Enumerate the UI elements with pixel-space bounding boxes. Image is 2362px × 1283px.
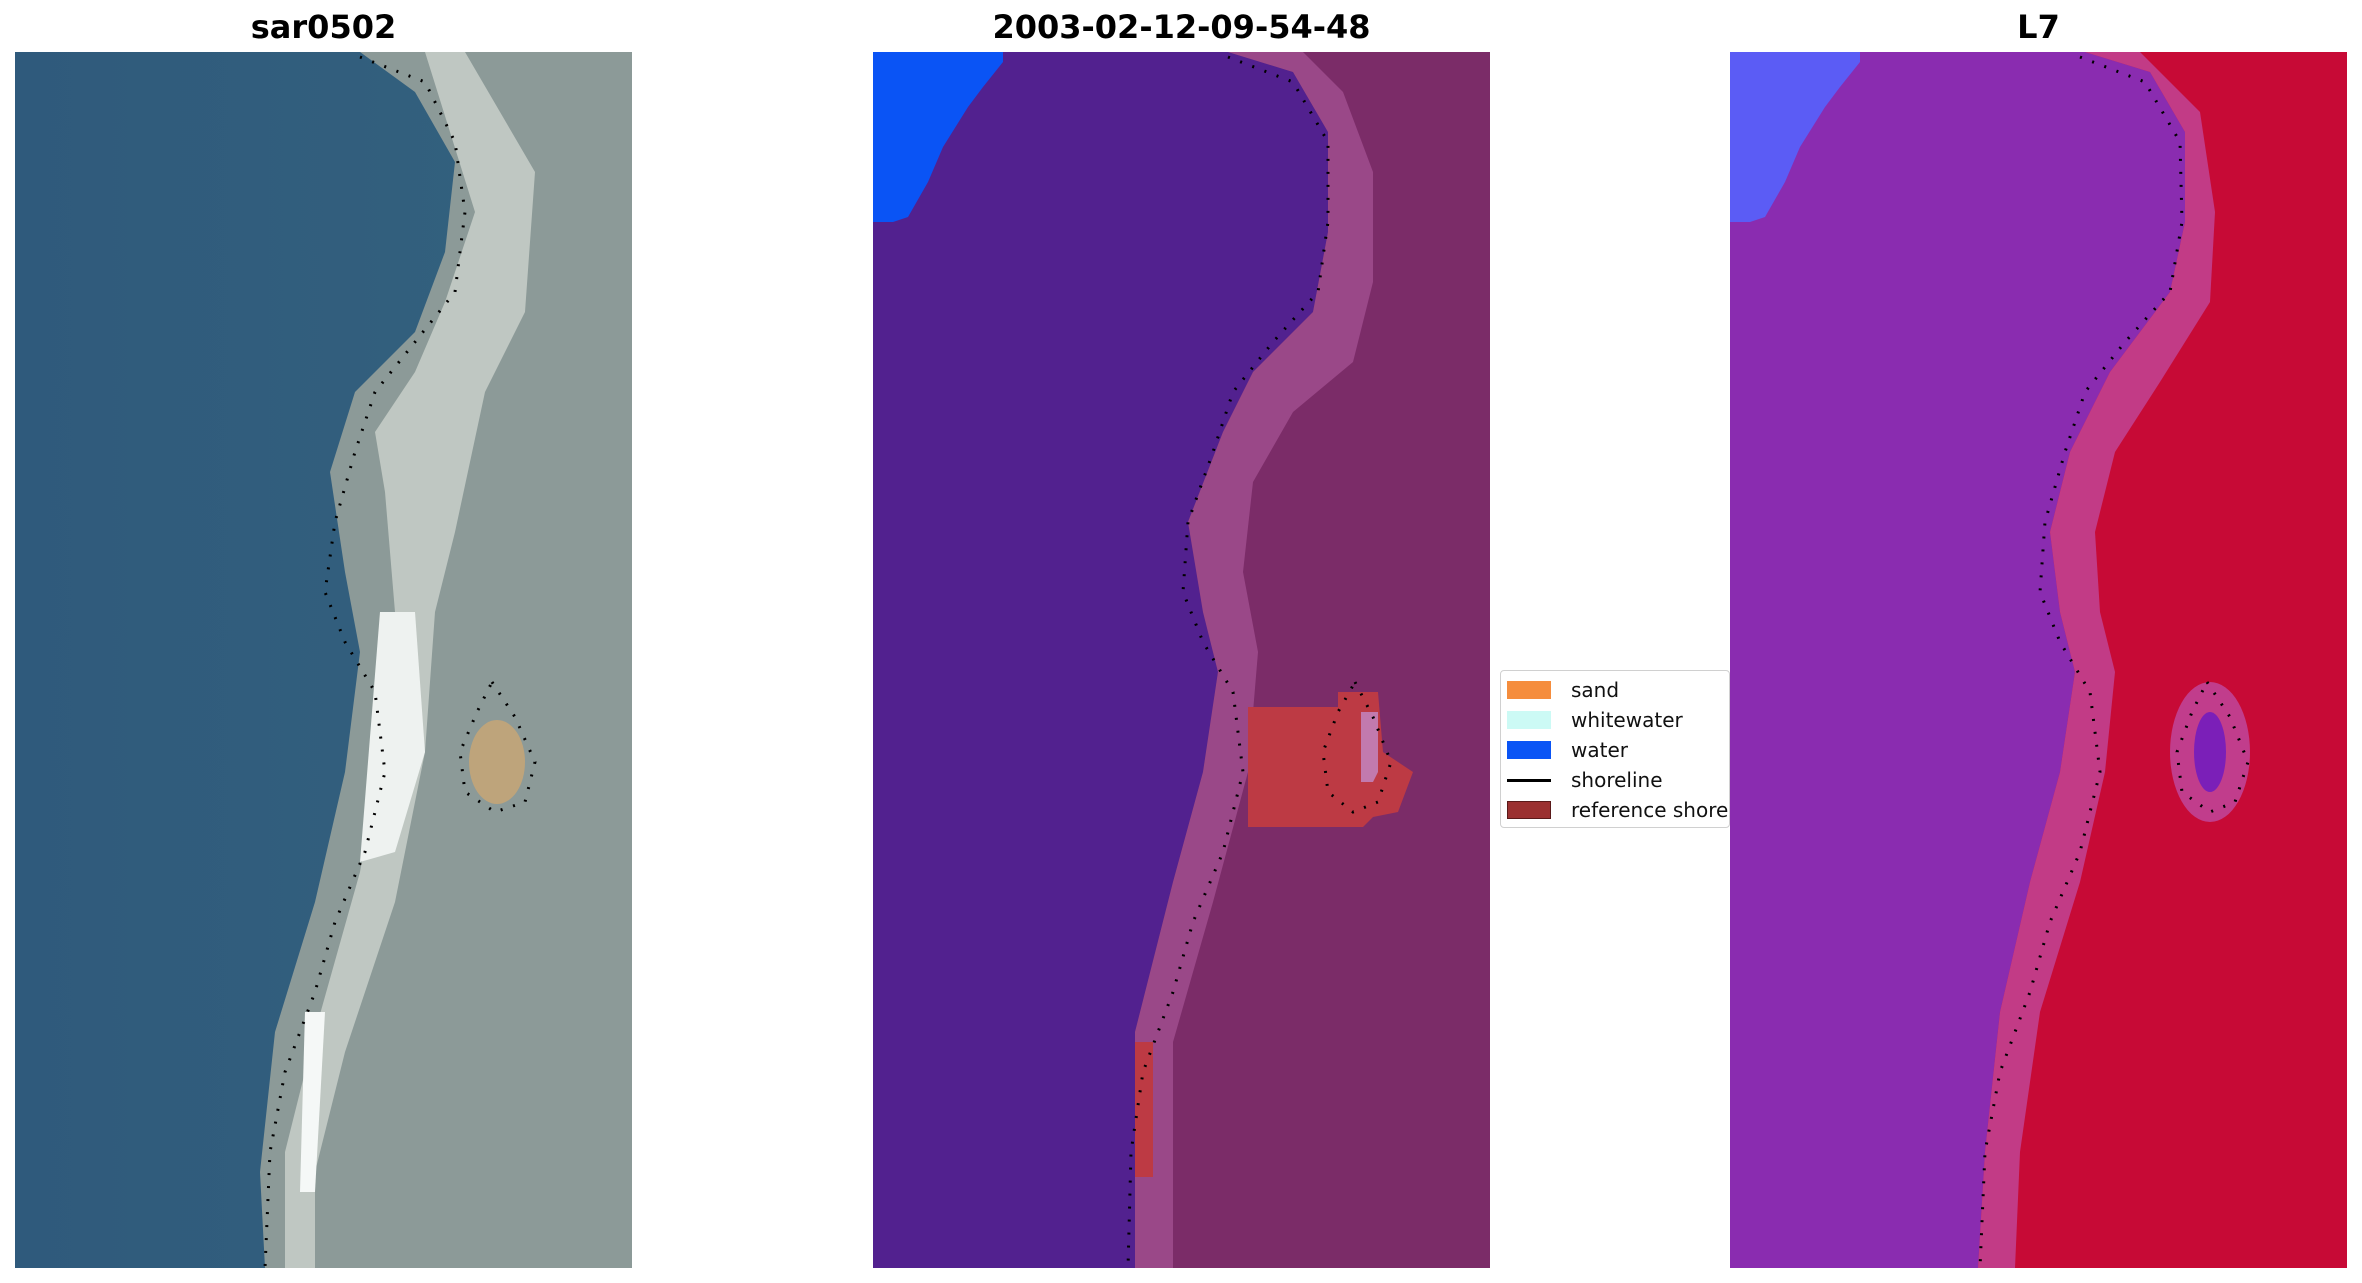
index-transition: [1978, 52, 2215, 1268]
index-water-blue: [1730, 52, 1860, 222]
panel-title-index: L7: [2017, 8, 2060, 46]
classified-land: [1135, 52, 1490, 1268]
legend-item-shoreline: shoreline: [1507, 765, 1729, 795]
classified-beach: [1135, 52, 1373, 1268]
index-water: [1730, 52, 2185, 1268]
legend-line-shoreline: [1507, 778, 1551, 782]
bright-whitewater: [300, 1012, 325, 1192]
panel-title-classified: 2003-02-12-09-54-48: [992, 8, 1371, 46]
legend-label: sand: [1571, 678, 1620, 702]
legend-label: reference shoreline buffer: [1571, 798, 1729, 822]
legend-label: shoreline: [1571, 768, 1663, 792]
rgb-image: [15, 52, 632, 1268]
rgb-image-panel: [15, 52, 632, 1268]
legend-label: water: [1571, 738, 1628, 762]
reference-buffer-2: [1135, 1042, 1153, 1177]
legend: sand whitewater water shoreline referenc…: [1500, 670, 1730, 828]
bright-sand: [360, 612, 425, 862]
legend-swatch-sand: [1507, 681, 1551, 699]
legend-swatch-water: [1507, 741, 1551, 759]
legend-item-water: water: [1507, 735, 1729, 765]
classified-image: [873, 52, 1490, 1268]
legend-label: whitewater: [1571, 708, 1683, 732]
classified-image-panel: [873, 52, 1490, 1268]
legend-item-whitewater: whitewater: [1507, 705, 1729, 735]
legend-swatch-reference: [1507, 801, 1551, 819]
index-patch-core: [2194, 712, 2226, 792]
legend-item-sand: sand: [1507, 675, 1729, 705]
legend-swatch-whitewater: [1507, 711, 1551, 729]
classified-patch-core: [1361, 712, 1378, 782]
legend-item-reference-buffer: reference shoreline buffer: [1507, 795, 1729, 825]
shoreline-patch-classified: [1321, 681, 1393, 814]
classified-water-blue: [873, 52, 1003, 222]
index-image: [1730, 52, 2347, 1268]
sand-patch: [469, 720, 525, 804]
panel-title-rgb: sar0502: [250, 8, 397, 46]
index-image-panel: [1730, 52, 2347, 1268]
shoreline-classified: [1126, 55, 1330, 1268]
